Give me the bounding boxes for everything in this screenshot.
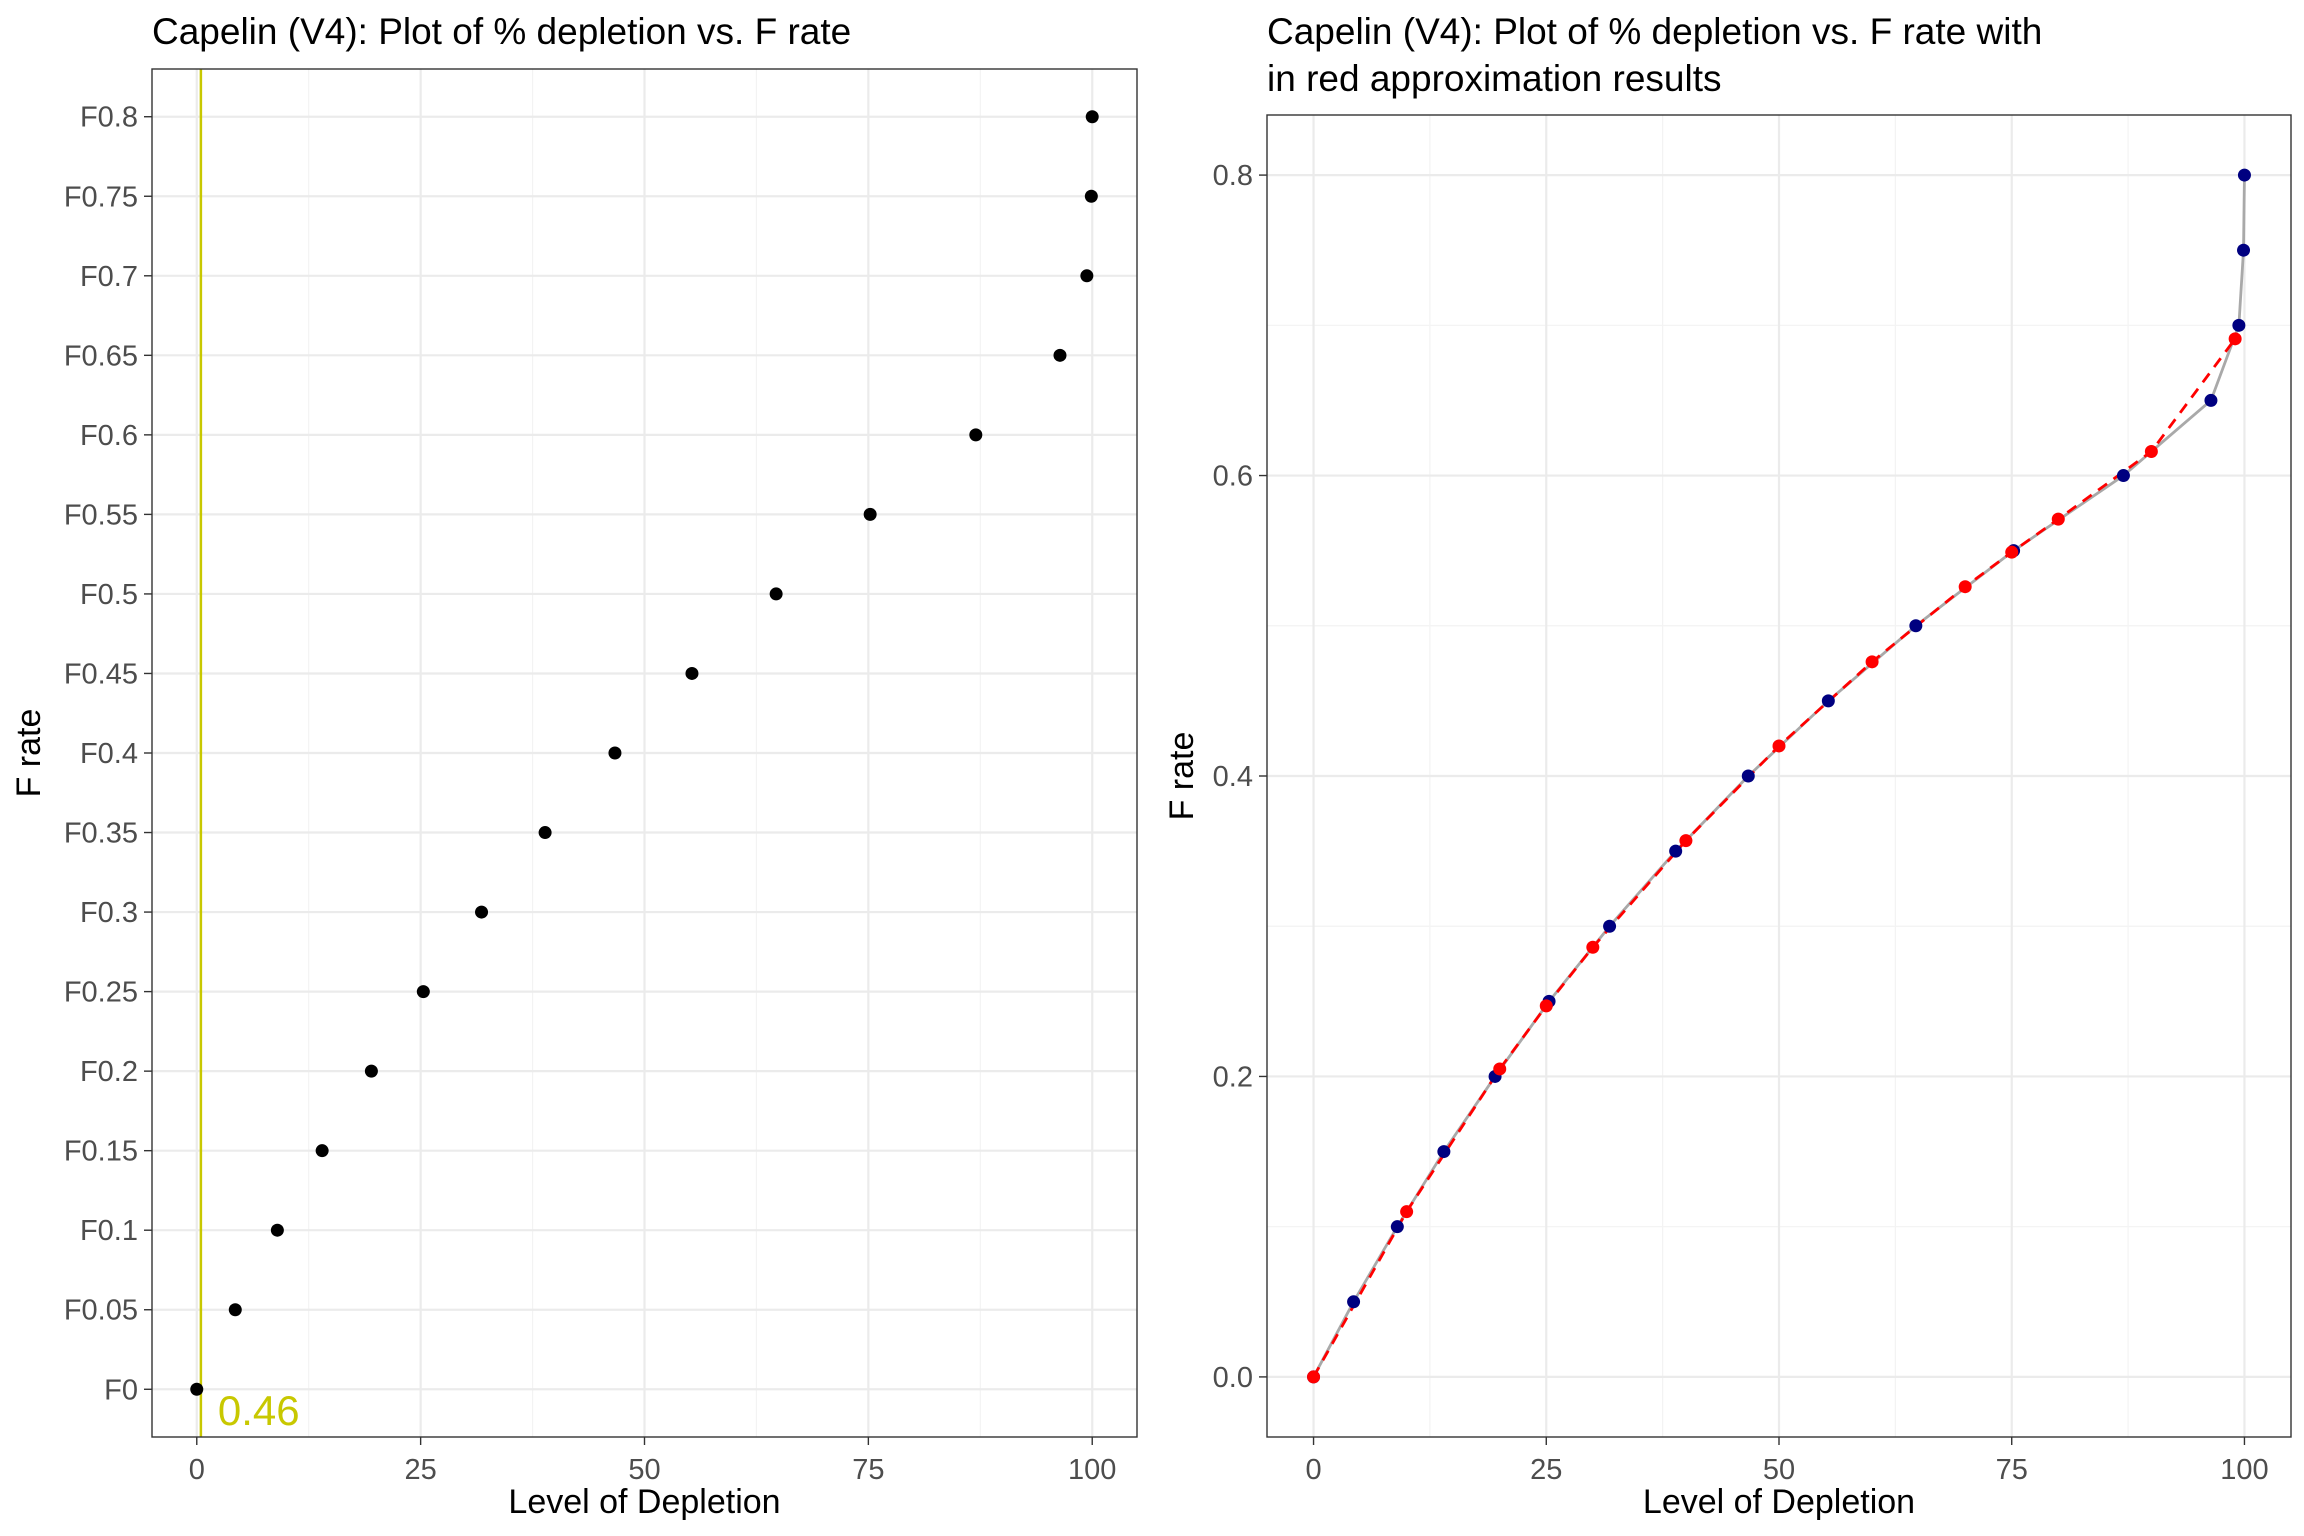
- left-y-tick-label: F0.3: [80, 897, 138, 929]
- left-data-point: [1080, 269, 1094, 283]
- left-data-point: [969, 428, 983, 442]
- left-data-point: [863, 507, 877, 521]
- right-data-point-approximation: [2228, 332, 2242, 346]
- right-data-point-approximation: [1400, 1205, 1414, 1219]
- left-x-tick-label: 50: [628, 1454, 660, 1486]
- right-data-point-observed: [1347, 1295, 1361, 1309]
- right-data-point-observed: [1669, 844, 1683, 858]
- left-data-point: [315, 1144, 329, 1158]
- left-y-tick-label: F0.15: [64, 1136, 138, 1168]
- right-y-tick-label: 0.0: [1213, 1362, 1253, 1394]
- left-y-tick-label: F0.25: [64, 977, 138, 1009]
- left-y-tick-label: F0.8: [80, 102, 138, 134]
- right-x-axis-title: Level of Depletion: [1643, 1483, 1915, 1521]
- left-y-tick-label: F0.4: [80, 738, 138, 770]
- left-plot: Capelin (V4): Plot of % depletion vs. F …: [10, 11, 1138, 1521]
- left-data-point: [475, 905, 489, 919]
- right-y-tick-label: 0.8: [1213, 160, 1253, 192]
- right-data-point-approximation: [1539, 999, 1553, 1013]
- left-x-tick-label: 25: [405, 1454, 437, 1486]
- left-data-point: [190, 1382, 204, 1396]
- left-x-tick-label: 0: [189, 1454, 205, 1486]
- left-y-tick-label: F0.05: [64, 1295, 138, 1327]
- left-y-tick-label: F0: [104, 1374, 138, 1406]
- right-data-point-observed: [1821, 694, 1835, 708]
- right-data-point-observed: [2204, 393, 2218, 407]
- right-x-tick-label: 0: [1305, 1454, 1321, 1486]
- right-data-point-approximation: [1679, 834, 1693, 848]
- left-data-point: [1053, 348, 1067, 362]
- left-data-point: [228, 1303, 242, 1317]
- right-data-point-approximation: [1865, 655, 1879, 669]
- left-x-tick-label: 75: [852, 1454, 884, 1486]
- right-data-point-observed: [1741, 769, 1755, 783]
- left-y-tick-label: F0.35: [64, 818, 138, 850]
- right-data-point-observed: [1437, 1145, 1451, 1159]
- left-y-tick-label: F0.2: [80, 1056, 138, 1088]
- right-x-tick-label: 100: [2220, 1454, 2268, 1486]
- left-plot-title: Capelin (V4): Plot of % depletion vs. F …: [152, 11, 851, 52]
- right-data-point-observed: [2237, 243, 2251, 257]
- right-data-point-approximation: [1958, 580, 1972, 594]
- right-x-tick-label: 75: [1996, 1454, 2028, 1486]
- right-plot-title-line-1: Capelin (V4): Plot of % depletion vs. F …: [1267, 11, 2042, 52]
- right-data-point-approximation: [1772, 739, 1786, 753]
- right-data-point-approximation: [2051, 512, 2065, 526]
- left-data-point: [364, 1064, 378, 1078]
- left-data-point: [685, 666, 699, 680]
- left-x-tick-label: 100: [1068, 1454, 1116, 1486]
- right-y-tick-label: 0.2: [1213, 1061, 1253, 1093]
- left-data-point: [1084, 189, 1098, 203]
- left-vline-annotation-label: 0.46: [218, 1387, 300, 1434]
- left-data-point: [769, 587, 783, 601]
- right-data-point-approximation: [1586, 940, 1600, 954]
- left-x-axis-title: Level of Depletion: [508, 1483, 780, 1521]
- left-data-point: [538, 826, 552, 840]
- right-plot: Capelin (V4): Plot of % depletion vs. F …: [1163, 11, 2292, 1521]
- left-data-point: [1085, 110, 1099, 124]
- right-data-point-observed: [2237, 168, 2251, 182]
- right-plot-title-line-2: in red approximation results: [1267, 58, 1722, 99]
- right-y-axis-title: F rate: [1163, 732, 1201, 821]
- right-y-tick-label: 0.4: [1213, 761, 1253, 793]
- right-y-tick-label: 0.6: [1213, 461, 1253, 493]
- right-data-point-observed: [2116, 469, 2130, 483]
- right-data-point-observed: [1909, 619, 1923, 633]
- left-y-tick-label: F0.65: [64, 340, 138, 372]
- left-y-tick-label: F0.75: [64, 181, 138, 213]
- right-data-point-observed: [1603, 919, 1617, 933]
- left-y-tick-label: F0.1: [80, 1215, 138, 1247]
- left-y-tick-label: F0.55: [64, 499, 138, 531]
- left-y-tick-label: F0.7: [80, 261, 138, 293]
- right-data-point-approximation: [2005, 545, 2019, 559]
- right-x-tick-label: 25: [1530, 1454, 1562, 1486]
- right-data-point-approximation: [1493, 1062, 1507, 1076]
- left-y-tick-label: F0.5: [80, 579, 138, 611]
- right-data-point-observed: [2232, 318, 2246, 332]
- left-y-axis-title: F rate: [10, 709, 48, 798]
- left-data-point: [270, 1223, 284, 1237]
- left-y-tick-label: F0.6: [80, 420, 138, 452]
- left-data-point: [416, 985, 430, 999]
- right-data-point-approximation: [1307, 1370, 1321, 1384]
- right-data-point-observed: [1390, 1220, 1404, 1234]
- right-data-point-approximation: [2144, 445, 2158, 459]
- right-x-tick-label: 50: [1763, 1454, 1795, 1486]
- left-y-tick-label: F0.45: [64, 658, 138, 690]
- left-data-point: [608, 746, 622, 760]
